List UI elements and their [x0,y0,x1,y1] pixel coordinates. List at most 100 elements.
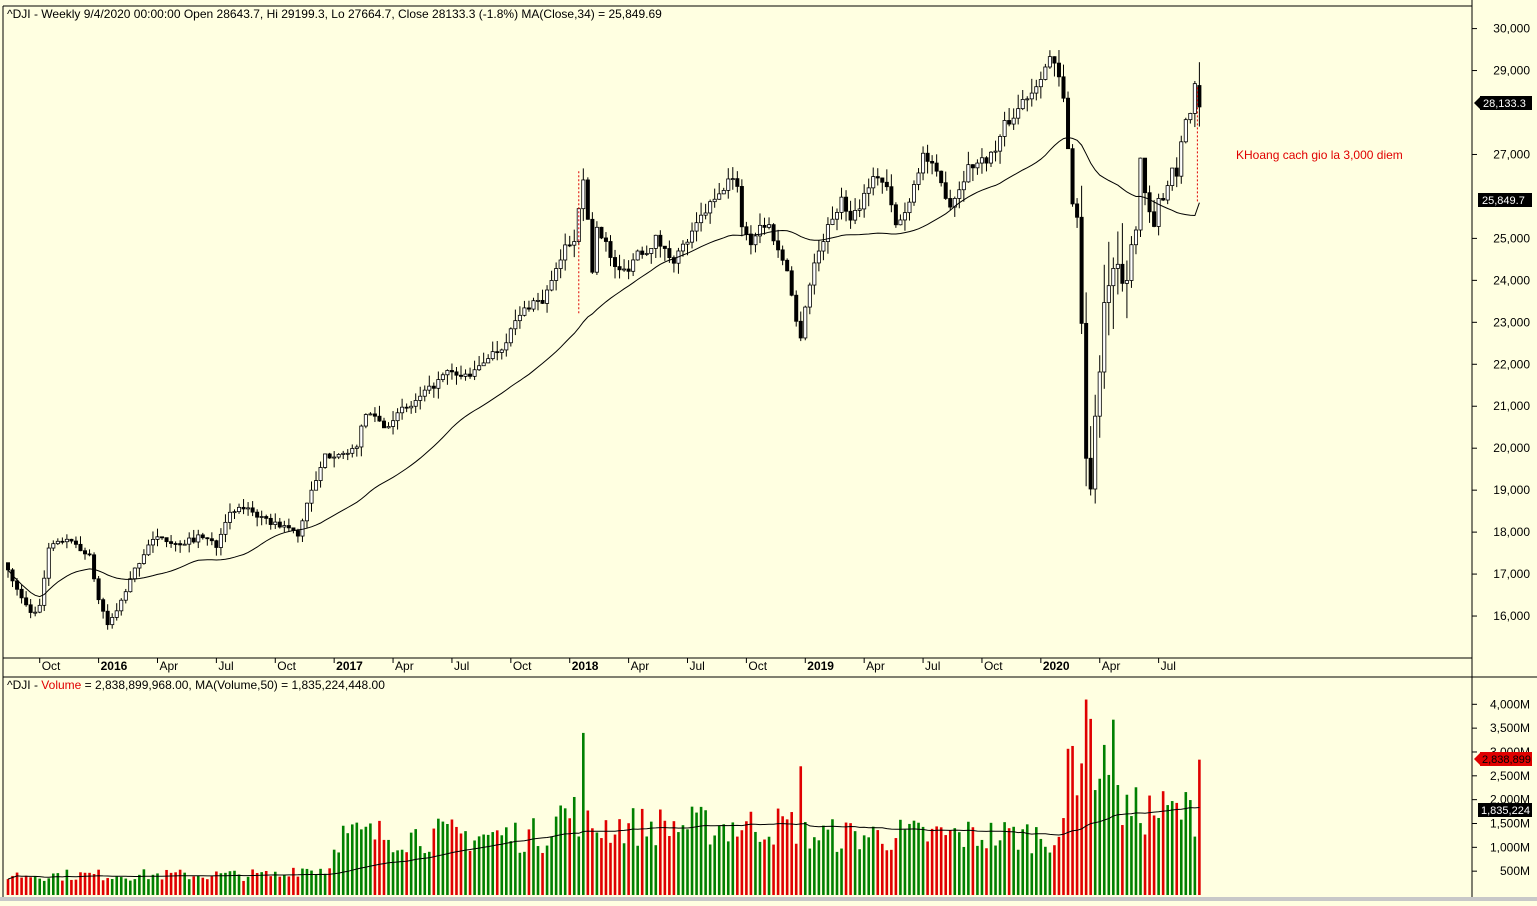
candle-body [730,178,735,181]
volume-bar [246,876,250,895]
volume-bar [29,877,32,895]
volume-bar [1139,823,1142,895]
volume-moving-average-line [7,807,1200,880]
candle-body [431,385,436,389]
candle-body [404,406,409,409]
volume-bar [563,808,567,895]
volume-bar [604,820,608,895]
volume-bar [849,823,852,895]
candle-body [952,198,957,208]
volume-bar [582,732,585,895]
volume-bar [640,808,644,895]
volume-bar [346,833,350,895]
candle-body [246,507,251,510]
candle-body [1079,216,1084,324]
volume-bar [1143,834,1147,895]
volume-bar [65,869,69,895]
candle-body [377,415,382,422]
candle-body [898,219,903,226]
candle-body [132,567,137,580]
candle-body [603,237,608,242]
candle-body [1084,322,1089,459]
volume-bar [192,876,196,895]
candle-body [884,181,889,188]
volume-bar [92,874,96,895]
candle-body [948,198,953,208]
candle-body [780,249,785,261]
volume-header-prefix: ^DJI - [7,678,41,692]
candle-body [46,547,51,579]
candle-body [880,177,885,183]
volume-bar [781,816,784,895]
volume-bar [740,830,744,895]
candle-body [87,553,92,556]
volume-bar [61,880,64,895]
candle-body [540,299,545,304]
candle-body [160,536,165,539]
time-tick-label: Jul [454,659,469,673]
price-tick-label: 17,000 [1493,567,1530,581]
volume-bar [867,837,870,895]
volume-bar [373,839,377,895]
candle-body [458,374,463,377]
volume-bar [83,872,87,895]
candle-body [658,234,663,247]
candle-body [631,259,636,272]
volume-bar [758,841,762,895]
candle-body [825,224,830,242]
volume-bar [287,876,291,895]
candle-body [830,218,835,225]
candle-body [649,248,654,254]
volume-bar [273,871,277,895]
candle-body [807,284,812,308]
volume-bar [1184,792,1188,895]
volume-bar [794,843,798,895]
candle-body [1161,198,1166,201]
candle-body [989,151,994,164]
volume-bar [124,878,128,895]
horizontal-scrollbar[interactable] [0,897,1537,901]
candle-body [554,268,559,281]
time-tick-label: Jul [925,659,940,673]
volume-bar [681,825,685,895]
candle-body [105,610,110,626]
candle-body [848,210,853,221]
volume-bar [1053,845,1056,895]
volume-bar [169,872,173,895]
volume-bar [264,870,268,895]
candle-body [395,412,400,422]
volume-bar [323,873,327,895]
candle-body [345,452,350,455]
candle-body [268,517,273,525]
volume-bar [387,839,390,895]
candle-body [255,511,260,518]
candle-body [1061,76,1066,99]
candle-body [789,270,794,296]
volume-bar [165,869,168,895]
candle-body [449,370,454,373]
volume-bar [106,878,109,895]
candle-body [187,537,192,545]
volume-bar [609,842,612,895]
volume-bar [663,820,667,895]
volume-bar [654,845,658,895]
candle-body [1111,268,1116,287]
volume-bar [15,872,19,895]
volume-bar [1093,790,1097,895]
candle-body [1075,203,1080,218]
candle-body [137,563,142,569]
candle-body [78,543,83,552]
candle-body [341,452,346,455]
candle-body [481,362,486,367]
volume-bar [378,820,381,895]
candle-body [1002,120,1007,137]
volume-bar [908,823,911,895]
volume-bar [745,821,748,895]
volume-bar [369,823,372,895]
volume-bar [1148,795,1151,895]
candle-body [1038,79,1043,88]
candle-body [42,577,47,606]
volume-bar [301,868,304,895]
volume-bar [391,852,395,895]
